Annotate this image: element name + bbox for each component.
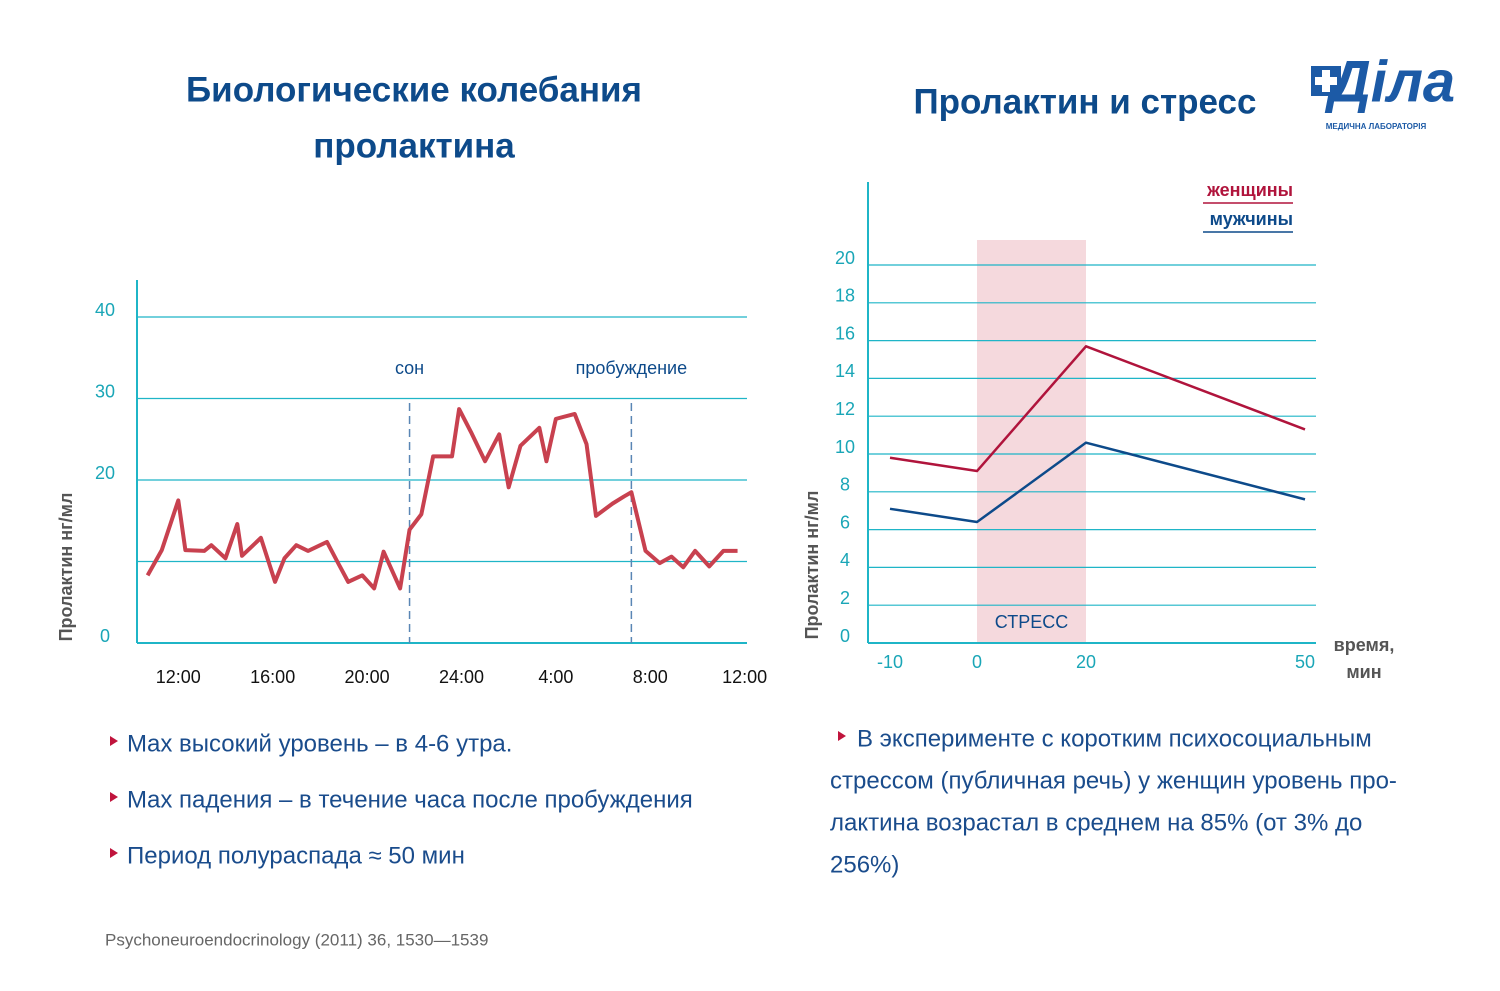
data-line xyxy=(889,441,1306,524)
y-tick-label: 8 xyxy=(840,475,850,495)
stress-band xyxy=(977,240,1086,643)
x-axis-label: время, xyxy=(1334,635,1395,655)
x-tick-label: 4:00 xyxy=(538,667,573,687)
logo: Діла МЕДИЧНА ЛАБОРАТОРІЯ xyxy=(1311,49,1455,131)
y-tick-label: 12 xyxy=(835,399,855,419)
y-tick-label: 0 xyxy=(840,626,850,646)
x-axis-label: мин xyxy=(1346,662,1381,682)
y-tick-label: 4 xyxy=(840,550,850,570)
bullet xyxy=(110,736,118,746)
annotation-label: сон xyxy=(395,358,424,378)
logo-name: Діла xyxy=(1324,49,1455,114)
x-tick-label: 50 xyxy=(1295,652,1315,672)
right-title: Пролактин и стресс xyxy=(914,82,1257,121)
note-text: 256%) xyxy=(830,851,899,878)
y-tick-label: 30 xyxy=(95,381,115,401)
y-tick-label: 20 xyxy=(95,463,115,483)
bullet xyxy=(110,792,118,802)
y-tick-label: 16 xyxy=(835,323,855,343)
y-tick-label: 0 xyxy=(100,626,110,646)
x-tick-label: 24:00 xyxy=(439,667,484,687)
x-tick-label: 20:00 xyxy=(345,667,390,687)
x-tick-label: -10 xyxy=(877,652,903,672)
legend-label: мужчины xyxy=(1210,209,1293,229)
x-tick-label: 20 xyxy=(1076,652,1096,672)
note-text: Max падения – в течение часа после пробу… xyxy=(127,786,693,813)
data-line xyxy=(145,407,738,591)
left-title: пролактина xyxy=(313,126,515,165)
logo-subtitle: МЕДИЧНА ЛАБОРАТОРІЯ xyxy=(1326,122,1427,131)
data-line xyxy=(889,345,1306,473)
x-tick-label: 0 xyxy=(972,652,982,672)
citation: Psychoneuroendocrinology (2011) 36, 1530… xyxy=(105,930,488,949)
y-axis-label: Пролактин нг/мл xyxy=(56,493,76,642)
note-text: Период полураспада ≈ 50 мин xyxy=(127,842,465,869)
bullet xyxy=(838,731,846,741)
legend-label: женщины xyxy=(1206,180,1293,200)
y-tick-label: 14 xyxy=(835,361,855,381)
x-tick-label: 8:00 xyxy=(633,667,668,687)
y-tick-label: 10 xyxy=(835,437,855,457)
bullet xyxy=(110,848,118,858)
y-tick-label: 40 xyxy=(95,300,115,320)
y-axis-label: Пролактин нг/мл xyxy=(802,491,822,640)
y-tick-label: 6 xyxy=(840,512,850,532)
x-tick-label: 12:00 xyxy=(722,667,767,687)
logo-cross xyxy=(1315,77,1337,85)
annotation-label: пробуждение xyxy=(576,358,687,378)
y-tick-label: 20 xyxy=(835,248,855,268)
x-tick-label: 16:00 xyxy=(250,667,295,687)
note-text: Max высокий уровень – в 4-6 утра. xyxy=(127,730,512,757)
stress-label: СТРЕСС xyxy=(995,612,1068,632)
y-tick-label: 2 xyxy=(840,588,850,608)
x-tick-label: 12:00 xyxy=(156,667,201,687)
note-text: лактина возрастал в среднем на 85% (от 3… xyxy=(830,809,1362,836)
note-text: В эксперименте с коротким психосоциальны… xyxy=(857,725,1372,752)
left-title: Биологические колебания xyxy=(186,70,642,109)
note-text: стрессом (публичная речь) у женщин урове… xyxy=(830,767,1397,794)
y-tick-label: 18 xyxy=(835,286,855,306)
